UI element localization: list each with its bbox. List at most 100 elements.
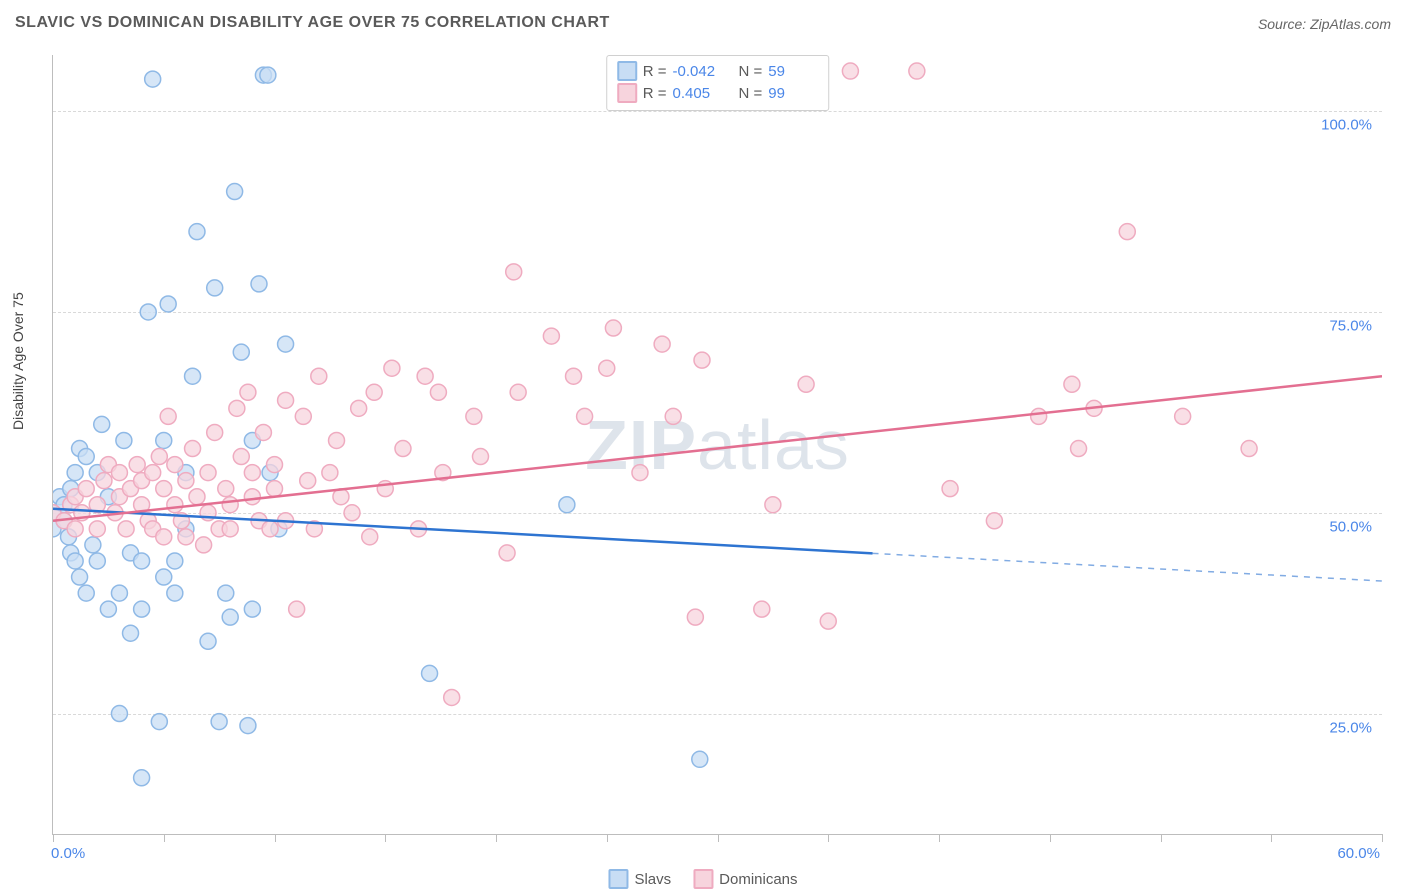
data-point <box>94 416 110 432</box>
data-point <box>96 473 112 489</box>
data-point <box>692 751 708 767</box>
trend-line-extrapolated <box>873 553 1382 581</box>
source-credit: Source: ZipAtlas.com <box>1258 16 1391 32</box>
data-point <box>222 609 238 625</box>
data-point <box>178 529 194 545</box>
x-tick <box>1050 834 1051 842</box>
data-point <box>754 601 770 617</box>
legend-item-dominicans[interactable]: Dominicans <box>693 869 797 889</box>
chart-header: SLAVIC VS DOMINICAN DISABILITY AGE OVER … <box>15 14 1391 44</box>
data-point <box>189 224 205 240</box>
data-point <box>300 473 316 489</box>
x-tick <box>53 834 54 842</box>
n-label: N = <box>739 63 763 80</box>
x-tick <box>164 834 165 842</box>
data-point <box>178 473 194 489</box>
data-point <box>233 449 249 465</box>
data-point <box>499 545 515 561</box>
x-tick <box>385 834 386 842</box>
data-point <box>351 400 367 416</box>
data-point <box>244 489 260 505</box>
data-point <box>111 585 127 601</box>
data-point <box>260 67 276 83</box>
x-tick <box>1382 834 1383 842</box>
data-point <box>167 457 183 473</box>
data-point <box>156 569 172 585</box>
data-point <box>156 432 172 448</box>
data-point <box>654 336 670 352</box>
data-point <box>156 529 172 545</box>
data-point <box>289 601 305 617</box>
data-point <box>72 569 88 585</box>
data-point <box>466 408 482 424</box>
data-point <box>123 625 139 641</box>
data-point <box>156 481 172 497</box>
data-point <box>244 465 260 481</box>
swatch-slavs <box>617 61 637 81</box>
data-point <box>344 505 360 521</box>
data-point <box>227 184 243 200</box>
data-point <box>599 360 615 376</box>
swatch-slavs <box>608 869 628 889</box>
data-point <box>240 384 256 400</box>
data-point <box>222 497 238 513</box>
data-point <box>820 613 836 629</box>
legend-row-dominicans: R = 0.405 N = 99 <box>617 82 819 104</box>
data-point <box>362 529 378 545</box>
data-point <box>267 481 283 497</box>
data-point <box>1071 441 1087 457</box>
data-point <box>67 521 83 537</box>
data-point <box>1119 224 1135 240</box>
data-point <box>472 449 488 465</box>
data-point <box>89 553 105 569</box>
data-point <box>233 344 249 360</box>
x-tick <box>496 834 497 842</box>
data-point <box>218 481 234 497</box>
data-point <box>111 706 127 722</box>
data-point <box>145 71 161 87</box>
data-point <box>89 521 105 537</box>
x-tick-label: 60.0% <box>1337 845 1380 862</box>
data-point <box>151 449 167 465</box>
data-point <box>506 264 522 280</box>
data-point <box>240 718 256 734</box>
data-point <box>185 368 201 384</box>
x-tick <box>718 834 719 842</box>
correlation-legend: R = -0.042 N = 59 R = 0.405 N = 99 <box>606 55 830 111</box>
legend-row-slavs: R = -0.042 N = 59 <box>617 60 819 82</box>
data-point <box>167 497 183 513</box>
legend-item-slavs[interactable]: Slavs <box>608 869 671 889</box>
data-point <box>1175 408 1191 424</box>
data-point <box>185 441 201 457</box>
data-point <box>942 481 958 497</box>
data-point <box>167 553 183 569</box>
series-legend: Slavs Dominicans <box>608 869 797 889</box>
data-point <box>909 63 925 79</box>
data-point <box>140 304 156 320</box>
data-point <box>222 521 238 537</box>
r-value-dominicans: 0.405 <box>673 85 723 102</box>
data-point <box>67 465 83 481</box>
x-tick <box>1271 834 1272 842</box>
data-point <box>295 408 311 424</box>
data-point <box>134 553 150 569</box>
data-point <box>422 665 438 681</box>
data-point <box>229 400 245 416</box>
plot-svg <box>53 55 1382 834</box>
source-name: ZipAtlas.com <box>1310 16 1391 32</box>
data-point <box>78 481 94 497</box>
data-point <box>67 553 83 569</box>
data-point <box>134 601 150 617</box>
r-value-slavs: -0.042 <box>673 63 723 80</box>
data-point <box>200 633 216 649</box>
data-point <box>167 585 183 601</box>
data-point <box>430 384 446 400</box>
data-point <box>151 714 167 730</box>
data-point <box>559 497 575 513</box>
data-point <box>78 585 94 601</box>
data-point <box>417 368 433 384</box>
data-point <box>765 497 781 513</box>
data-point <box>145 465 161 481</box>
n-label: N = <box>739 85 763 102</box>
data-point <box>395 441 411 457</box>
